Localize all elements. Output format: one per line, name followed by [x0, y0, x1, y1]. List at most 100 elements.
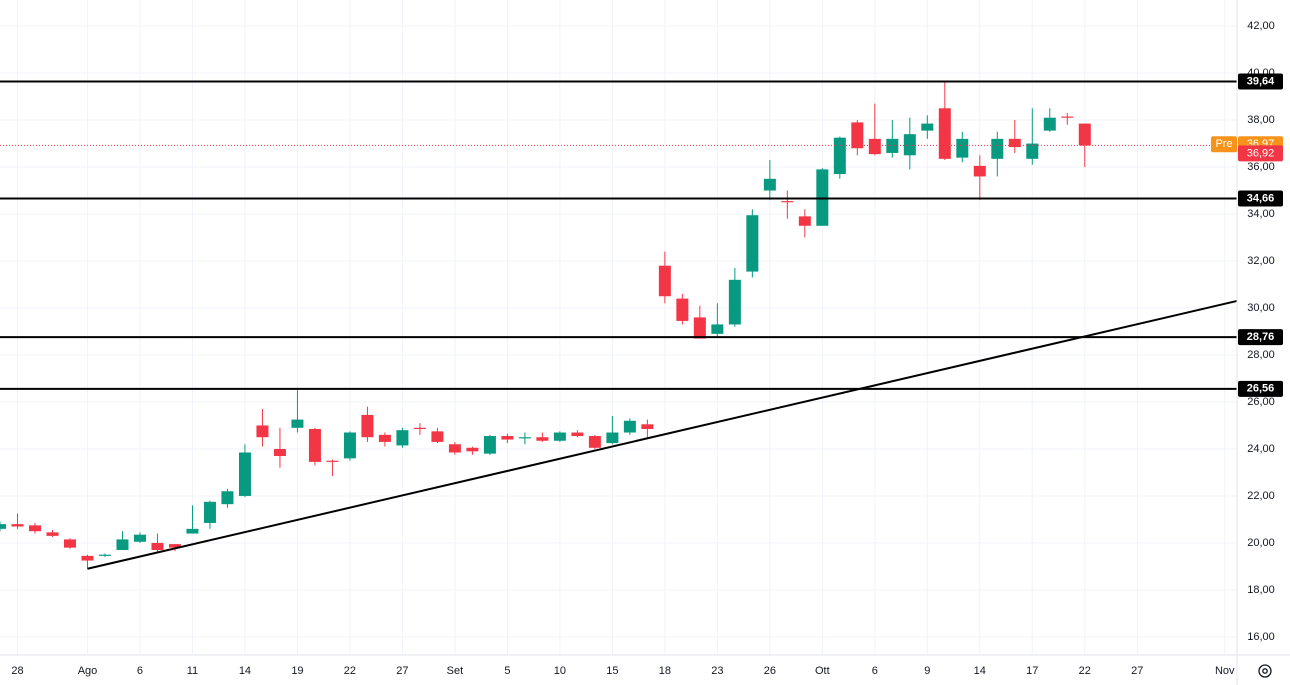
- y-tick-label: 20,00: [1247, 537, 1275, 549]
- candle-body: [693, 317, 706, 339]
- x-tick-label: 6: [872, 665, 878, 677]
- candle-body: [833, 137, 846, 175]
- level-label: 28,76: [1247, 331, 1275, 343]
- candle-body: [151, 542, 164, 550]
- y-tick-label: 22,00: [1247, 490, 1275, 502]
- candle-body: [886, 138, 899, 153]
- x-tick-label: 18: [659, 665, 671, 677]
- x-tick-label: 17: [1026, 665, 1038, 677]
- settings-gear[interactable]: [1258, 664, 1272, 678]
- y-tick-label: 38,00: [1247, 114, 1275, 126]
- x-tick-label: 10: [554, 665, 566, 677]
- y-tick-label: 28,00: [1247, 349, 1275, 361]
- candle-body: [273, 448, 286, 457]
- candle-body: [553, 432, 566, 441]
- x-tick-label: 14: [239, 665, 251, 677]
- y-tick-label: 36,00: [1247, 161, 1275, 173]
- candle-body: [868, 138, 881, 155]
- candle-body: [186, 528, 199, 534]
- x-tick-label: 26: [764, 665, 776, 677]
- settings-icon[interactable]: [1258, 664, 1272, 678]
- candle-body: [326, 460, 339, 462]
- candle-body: [98, 554, 111, 556]
- level-label: 34,66: [1247, 192, 1275, 204]
- y-tick-label: 32,00: [1247, 255, 1275, 267]
- candle-body: [1026, 143, 1039, 159]
- candle-body: [133, 534, 146, 542]
- candle-body: [291, 419, 304, 428]
- candle-body: [396, 430, 409, 446]
- candle-body: [1061, 116, 1074, 118]
- y-tick-label: 30,00: [1247, 302, 1275, 314]
- candle-body: [46, 532, 59, 536]
- candle-body: [466, 447, 479, 452]
- x-tick-label: 28: [11, 665, 23, 677]
- x-tick-label: Ago: [78, 665, 98, 677]
- candle-body: [238, 452, 251, 496]
- y-tick-label: 16,00: [1247, 631, 1275, 643]
- candle-body: [448, 444, 461, 453]
- candle-body: [851, 122, 864, 149]
- candle-body: [623, 420, 636, 433]
- candle-body: [483, 436, 496, 454]
- candle-body: [903, 134, 916, 156]
- candle-body: [116, 539, 129, 550]
- candle-body: [763, 178, 776, 191]
- x-tick-label: 6: [137, 665, 143, 677]
- candle-body: [658, 265, 671, 297]
- candle-body: [308, 428, 321, 462]
- last-price-label: 36,92: [1247, 147, 1275, 159]
- x-tick-label: 22: [1079, 665, 1091, 677]
- candle-body: [63, 539, 76, 548]
- x-tick-label: 9: [924, 665, 930, 677]
- level-label-box: [1238, 190, 1283, 207]
- candle-body: [1078, 123, 1091, 146]
- candle-body: [676, 298, 689, 321]
- level-label: 39,64: [1247, 75, 1275, 87]
- candle-body: [81, 555, 94, 561]
- candle-body: [431, 431, 444, 442]
- candle-body: [588, 436, 601, 448]
- candle-body: [711, 324, 724, 334]
- y-tick-label: 42,00: [1247, 20, 1275, 32]
- y-tick-label: 34,00: [1247, 208, 1275, 220]
- candle-body: [798, 216, 811, 226]
- candle-body: [571, 432, 584, 437]
- x-tick-label: 15: [606, 665, 618, 677]
- trendline: [87, 299, 1238, 570]
- level-label: 26,56: [1247, 383, 1275, 395]
- level-label-box: [1238, 329, 1283, 346]
- candle-body: [1008, 138, 1021, 148]
- candle-body: [746, 215, 759, 272]
- y-tick-label: 18,00: [1247, 584, 1275, 596]
- level-label-box: [1238, 380, 1283, 397]
- settings-gear-center[interactable]: [1262, 668, 1268, 674]
- candle-body: [938, 108, 951, 159]
- x-tick-label: 19: [291, 665, 303, 677]
- candle-body: [501, 436, 514, 440]
- y-tick-label: 24,00: [1247, 443, 1275, 455]
- candle-body: [413, 427, 426, 429]
- last-price-box: [1238, 145, 1283, 162]
- x-tick-label: Ott: [815, 665, 830, 677]
- candle-body: [921, 123, 934, 131]
- candle-body: [221, 491, 234, 505]
- x-tick-label: 22: [344, 665, 356, 677]
- candle-body: [11, 524, 24, 527]
- pre-tag-box: [1211, 136, 1237, 153]
- candle-body: [361, 414, 374, 438]
- candle-body: [343, 432, 356, 459]
- candle-body: [28, 525, 41, 532]
- candle-body: [168, 544, 181, 548]
- x-tick-label: Nov: [1215, 665, 1235, 677]
- candle-body: [378, 434, 391, 442]
- x-tick-label: Set: [447, 665, 464, 677]
- candle-body: [1043, 117, 1056, 131]
- candle-body: [0, 524, 6, 529]
- x-tick-label: 23: [711, 665, 723, 677]
- x-tick-label: 27: [396, 665, 408, 677]
- level-label-box: [1238, 73, 1283, 90]
- x-tick-label: 14: [974, 665, 986, 677]
